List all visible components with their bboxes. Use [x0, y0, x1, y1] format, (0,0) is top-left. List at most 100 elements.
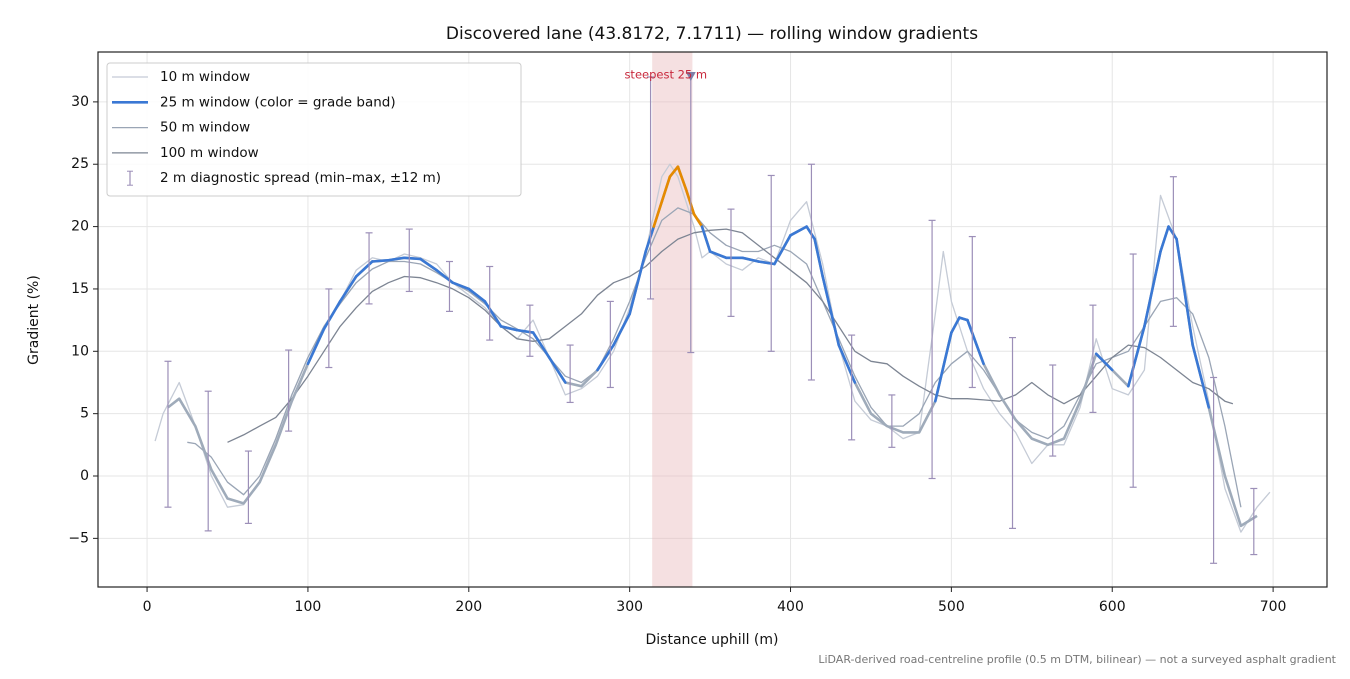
grade-band-segment — [933, 331, 953, 403]
error-bar — [365, 232, 373, 305]
error-bar — [647, 76, 655, 300]
error-bar — [285, 349, 293, 432]
error-bar — [888, 394, 896, 448]
grade-band-segment — [499, 325, 519, 332]
grade-band-segment — [789, 225, 808, 237]
grade-band-segment — [1167, 225, 1178, 241]
grade-band-segment — [813, 237, 824, 278]
grade-band-segment — [1159, 225, 1170, 253]
grade-band-segment — [740, 256, 760, 263]
error-bar — [486, 265, 494, 341]
error-bar — [405, 228, 413, 293]
grade-band-segment — [805, 225, 816, 241]
x-tick-label: 400 — [777, 599, 804, 615]
grade-band-segment — [950, 316, 961, 334]
peak-label: steepest 25 m — [624, 67, 707, 81]
grade-band-segment — [306, 327, 326, 366]
grade-band-segment — [692, 212, 704, 228]
grade-band-segment — [547, 356, 567, 384]
grade-band-segment — [676, 165, 688, 191]
line-series — [187, 207, 1242, 508]
grade-band-segment — [708, 250, 728, 260]
grade-band-segment — [966, 318, 985, 366]
grade-band-segment — [483, 300, 503, 328]
error-bar — [606, 300, 614, 389]
grade-band-segment — [821, 275, 841, 347]
grade-band-segment — [531, 331, 551, 359]
grade-band-segment — [700, 225, 712, 253]
error-bar — [244, 450, 252, 524]
error-bar — [807, 163, 815, 381]
y-tick-label: 5 — [80, 406, 89, 422]
footnote: LiDAR-derived road-centreline profile (0… — [818, 653, 1336, 666]
error-bar — [566, 344, 574, 404]
grade-band-segment — [644, 225, 656, 253]
legend: 10 m window 25 m window (color = grade ba… — [106, 62, 522, 197]
grade-band-segment — [612, 312, 631, 347]
error-bar — [1009, 336, 1017, 529]
error-bar — [1169, 176, 1177, 327]
error-bar — [1250, 487, 1258, 556]
plot-frame — [97, 51, 1328, 588]
grade-band-segment — [1143, 250, 1162, 328]
grade-band-segment — [1175, 237, 1194, 347]
line-series — [227, 228, 1234, 443]
x-tick-label: 100 — [295, 599, 322, 615]
error-bar — [1049, 364, 1057, 457]
grade-band-segment — [773, 234, 792, 266]
y-tick-label: 15 — [71, 281, 89, 297]
grade-band-segment — [668, 165, 680, 179]
error-bar — [204, 390, 212, 532]
y-tick-label: 20 — [71, 219, 89, 235]
error-bar — [445, 260, 453, 312]
highlight-span — [652, 52, 693, 587]
legend-label: 100 m window — [160, 145, 259, 161]
error-bar — [968, 235, 976, 389]
grade-band-segment — [419, 257, 438, 272]
y-tick-label: 0 — [80, 468, 89, 484]
error-bar — [526, 304, 534, 357]
legend-label: 25 m window (color = grade band) — [160, 94, 396, 110]
grade-band-segment — [322, 300, 342, 331]
chart-title: Discovered lane (43.8172, 7.1711) — roll… — [446, 24, 978, 44]
grade-band-segment — [467, 287, 487, 303]
grade-band-segment — [628, 250, 648, 316]
x-tick-label: 0 — [143, 599, 152, 615]
error-bar — [727, 208, 735, 317]
y-tick-label: 10 — [71, 343, 89, 359]
x-tick-label: 200 — [455, 599, 482, 615]
legend-box — [106, 62, 522, 197]
error-bar — [767, 174, 775, 352]
error-bar — [928, 219, 936, 480]
grade-band-segment — [1094, 352, 1114, 372]
grade-band-segment — [1127, 325, 1146, 388]
grade-band-segment — [684, 187, 696, 216]
x-tick-label: 500 — [938, 599, 965, 615]
grade-band-segment — [451, 281, 471, 291]
grade-band-segment — [1191, 343, 1211, 409]
error-bar — [848, 334, 856, 441]
grade-band-segment — [338, 275, 358, 303]
grade-band-segment — [403, 256, 422, 261]
x-tick-label: 700 — [1260, 599, 1287, 615]
error-bar — [1129, 253, 1137, 488]
peak-marker — [685, 71, 696, 81]
legend-label: 10 m window — [160, 69, 250, 85]
y-tick-label: −5 — [68, 530, 89, 546]
grade-band-segment — [370, 258, 390, 263]
y-axis-label: Gradient (%) — [26, 275, 42, 365]
x-axis-label: Distance uphill (m) — [646, 632, 779, 648]
grade-band-segment — [958, 316, 969, 322]
x-tick-label: 600 — [1099, 599, 1126, 615]
legend-label: 2 m diagnostic spread (min–max, ±12 m) — [160, 170, 441, 186]
error-bar — [325, 288, 333, 369]
y-tick-label: 25 — [71, 156, 89, 172]
y-tick-label: 30 — [71, 94, 89, 110]
grade-band-segment — [652, 200, 664, 228]
error-bar — [1210, 376, 1218, 564]
error-bar — [164, 360, 172, 508]
legend-label: 50 m window — [160, 120, 250, 136]
x-tick-label: 300 — [616, 599, 643, 615]
error-bar — [1089, 304, 1097, 414]
